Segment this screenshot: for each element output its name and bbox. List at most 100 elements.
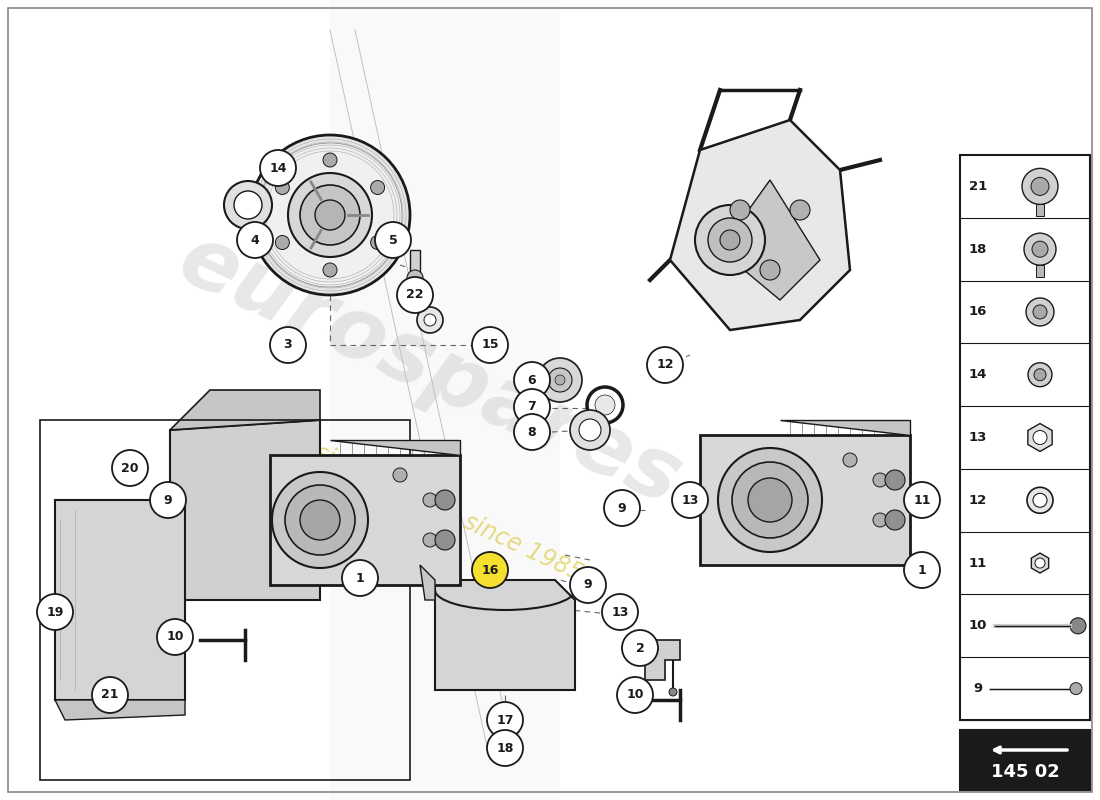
Circle shape bbox=[595, 395, 615, 415]
Circle shape bbox=[1033, 430, 1047, 445]
Circle shape bbox=[417, 307, 443, 333]
Text: 14: 14 bbox=[270, 162, 287, 174]
Circle shape bbox=[272, 472, 368, 568]
Circle shape bbox=[1034, 369, 1046, 381]
Circle shape bbox=[538, 358, 582, 402]
Circle shape bbox=[371, 181, 385, 194]
Circle shape bbox=[234, 191, 262, 219]
Polygon shape bbox=[330, 440, 460, 455]
Polygon shape bbox=[1027, 423, 1052, 451]
Polygon shape bbox=[330, 0, 560, 800]
Circle shape bbox=[579, 419, 601, 441]
Circle shape bbox=[672, 482, 708, 518]
Text: 19: 19 bbox=[46, 606, 64, 618]
Circle shape bbox=[224, 181, 272, 229]
Circle shape bbox=[112, 450, 148, 486]
Polygon shape bbox=[780, 420, 910, 435]
Polygon shape bbox=[410, 250, 420, 275]
Polygon shape bbox=[420, 565, 434, 600]
Circle shape bbox=[647, 347, 683, 383]
Text: 9: 9 bbox=[974, 682, 982, 695]
Circle shape bbox=[886, 470, 905, 490]
Bar bbox=[1036, 204, 1044, 216]
Text: 21: 21 bbox=[101, 689, 119, 702]
Polygon shape bbox=[720, 180, 820, 300]
Text: 2: 2 bbox=[636, 642, 645, 654]
Text: 12: 12 bbox=[657, 358, 673, 371]
Circle shape bbox=[720, 230, 740, 250]
Circle shape bbox=[514, 362, 550, 398]
Text: a passion for parts since 1985: a passion for parts since 1985 bbox=[253, 414, 586, 586]
Circle shape bbox=[371, 235, 385, 250]
Circle shape bbox=[708, 218, 752, 262]
Circle shape bbox=[285, 485, 355, 555]
Circle shape bbox=[548, 368, 572, 392]
Text: 1: 1 bbox=[917, 563, 926, 577]
Polygon shape bbox=[1032, 553, 1048, 573]
Circle shape bbox=[1070, 682, 1082, 694]
Circle shape bbox=[150, 482, 186, 518]
Text: 16: 16 bbox=[482, 563, 498, 577]
Circle shape bbox=[1032, 241, 1048, 257]
Circle shape bbox=[472, 552, 508, 588]
Circle shape bbox=[342, 560, 378, 596]
Circle shape bbox=[92, 677, 128, 713]
Circle shape bbox=[407, 270, 424, 286]
Text: 10: 10 bbox=[626, 689, 644, 702]
Circle shape bbox=[1031, 178, 1049, 195]
Text: 10: 10 bbox=[166, 630, 184, 643]
Circle shape bbox=[300, 500, 340, 540]
Circle shape bbox=[873, 473, 887, 487]
Text: 15: 15 bbox=[482, 338, 498, 351]
Circle shape bbox=[1033, 305, 1047, 319]
Circle shape bbox=[1022, 168, 1058, 204]
Text: 4: 4 bbox=[251, 234, 260, 246]
Text: 13: 13 bbox=[681, 494, 698, 506]
Circle shape bbox=[904, 482, 940, 518]
Text: 9: 9 bbox=[164, 494, 173, 506]
Text: 11: 11 bbox=[969, 557, 987, 570]
Circle shape bbox=[695, 205, 764, 275]
Text: 11: 11 bbox=[913, 494, 931, 506]
Text: 5: 5 bbox=[388, 234, 397, 246]
Text: 18: 18 bbox=[496, 742, 514, 754]
Circle shape bbox=[236, 222, 273, 258]
Circle shape bbox=[1035, 558, 1045, 568]
Polygon shape bbox=[270, 455, 460, 585]
Circle shape bbox=[760, 260, 780, 280]
Circle shape bbox=[669, 688, 676, 696]
Text: 7: 7 bbox=[528, 401, 537, 414]
Text: 17: 17 bbox=[496, 714, 514, 726]
Circle shape bbox=[472, 327, 508, 363]
Circle shape bbox=[602, 594, 638, 630]
Circle shape bbox=[718, 448, 822, 552]
Text: 10: 10 bbox=[969, 619, 987, 632]
Text: 12: 12 bbox=[969, 494, 987, 506]
Text: 14: 14 bbox=[969, 368, 987, 382]
Circle shape bbox=[424, 533, 437, 547]
Text: eurospares: eurospares bbox=[166, 218, 694, 522]
Circle shape bbox=[514, 414, 550, 450]
Circle shape bbox=[732, 462, 808, 538]
Bar bbox=[960, 155, 1090, 720]
Circle shape bbox=[886, 510, 905, 530]
Circle shape bbox=[621, 630, 658, 666]
Circle shape bbox=[397, 277, 433, 313]
Circle shape bbox=[1033, 494, 1047, 507]
Text: 13: 13 bbox=[969, 431, 987, 444]
Text: 1: 1 bbox=[355, 571, 364, 585]
Text: 145 02: 145 02 bbox=[991, 763, 1059, 781]
Circle shape bbox=[1028, 362, 1052, 386]
Circle shape bbox=[570, 410, 611, 450]
Circle shape bbox=[1024, 233, 1056, 265]
Bar bbox=[1036, 265, 1044, 277]
Circle shape bbox=[275, 181, 289, 194]
Circle shape bbox=[315, 200, 345, 230]
Circle shape bbox=[514, 389, 550, 425]
Text: 20: 20 bbox=[121, 462, 139, 474]
Text: 18: 18 bbox=[969, 242, 987, 256]
Text: 8: 8 bbox=[528, 426, 537, 438]
Circle shape bbox=[288, 173, 372, 257]
Polygon shape bbox=[170, 390, 320, 430]
Circle shape bbox=[748, 478, 792, 522]
